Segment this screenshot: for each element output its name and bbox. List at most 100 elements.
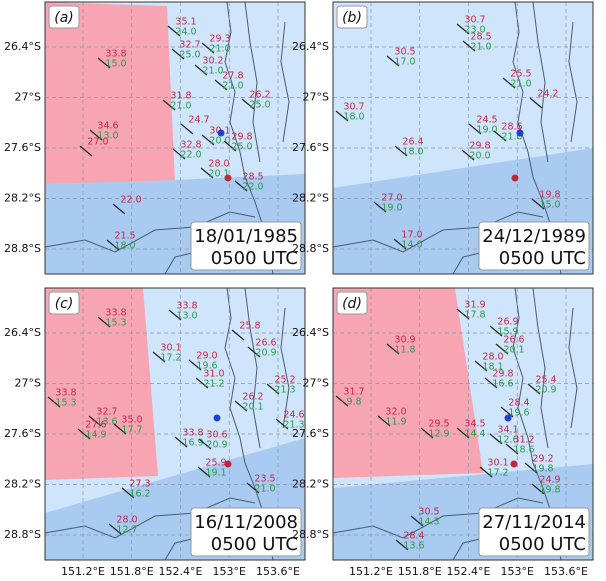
temperature: 26.6: [503, 335, 524, 346]
panel-label: (b): [342, 10, 362, 26]
station-dot: [224, 460, 232, 468]
temperature: 24.7: [188, 115, 209, 126]
temperature: 27.0: [381, 193, 402, 204]
station-dot: [516, 129, 524, 137]
time: 0500 UTC: [499, 534, 586, 555]
temperature: 29.8: [469, 141, 490, 152]
wind-barb: [200, 167, 214, 179]
dewpoint: 15.0: [539, 200, 560, 211]
temperature: 34.5: [464, 419, 485, 430]
wind-barb: [112, 203, 126, 215]
x-tick-label: 152.4°E: [447, 565, 491, 577]
temperature: 33.8: [55, 388, 76, 399]
temperature: 30.2: [202, 56, 223, 67]
dewpoint: 21.0: [222, 81, 243, 92]
dewpoint: 21.2: [203, 379, 224, 390]
y-tick-label: 27.6°S: [4, 141, 41, 154]
x-tick-label: 153°E: [213, 565, 246, 577]
temperature: 31.0: [203, 369, 224, 380]
wind-barb: [479, 466, 493, 478]
wind-barb: [201, 134, 215, 146]
y-tick-label: 26.4°S: [292, 326, 329, 339]
temperature: 27.0: [87, 137, 108, 148]
wind-barb: [335, 395, 349, 407]
panel: 33.813.033.815.3 25.826.620.930.117.2 29.0…: [4, 287, 306, 578]
dewpoint: 18.0: [114, 241, 135, 252]
date-box: [478, 221, 590, 271]
temperature: 28.4: [403, 531, 424, 542]
frame: [332, 287, 594, 561]
coastline: [44, 1, 290, 275]
x-tick-label: 152.4°E: [159, 565, 203, 577]
wind-barb: [529, 97, 543, 109]
wind-barb: [194, 64, 208, 76]
y-tick-label: 28.8°S: [4, 242, 41, 255]
dewpoint: 14.4: [464, 429, 485, 440]
dewpoint: 19.0: [476, 125, 497, 136]
dewpoint: 13.6: [403, 541, 424, 552]
date: 16/11/2008: [194, 512, 298, 533]
wind-barb: [456, 308, 470, 320]
wind-barb: [234, 400, 248, 412]
y-tick-label: 28.2°S: [4, 478, 41, 491]
dewpoint: 11.9: [385, 417, 406, 428]
temperature: 23.5: [254, 474, 275, 485]
temperature: 32.8: [180, 140, 201, 151]
wind-barb: [172, 148, 186, 160]
dewpoint: 21.0: [501, 132, 522, 143]
panel-label: (d): [342, 296, 362, 312]
wind-barb: [201, 42, 215, 54]
panel: 31.917.8 30.911.8 26.915.926.620.128.018.1…: [292, 287, 594, 578]
x-tick-label: 153°E: [501, 565, 534, 577]
temperature: 28.0: [208, 159, 229, 170]
y-tick-label: 28.8°S: [292, 528, 329, 541]
dewpoint: 20.9: [255, 348, 276, 359]
temperature: 32.0: [385, 407, 406, 418]
dewpoint: 20.0: [209, 136, 230, 147]
x-tick-label: 151.8°E: [110, 565, 154, 577]
hot-region: [45, 288, 158, 480]
temperature: 29.5: [428, 419, 449, 430]
hot-region: [333, 288, 483, 478]
temperature: 35.1: [175, 17, 196, 28]
dewpoint: 17.8: [464, 310, 485, 321]
temperature: 25.5: [510, 69, 531, 80]
coastline: [332, 287, 578, 561]
x-tick-label: 151.2°E: [349, 565, 393, 577]
dewpoint: 17.7: [121, 425, 142, 436]
date-box: [478, 507, 590, 557]
wind-barb: [335, 110, 349, 122]
date-box: [190, 507, 302, 557]
dewpoint: 17.0: [394, 57, 415, 68]
dewpoint: 20.9: [206, 440, 227, 451]
temperature: 25.4: [535, 375, 556, 386]
panel: 30.723.028.521.030.517.025.521.030.718.0…: [292, 1, 594, 275]
wind-barb: [489, 433, 503, 445]
temperature: 24.5: [476, 115, 497, 126]
wind-barb: [505, 443, 519, 455]
station-dot: [213, 414, 221, 422]
dewpoint: 15.0: [105, 59, 126, 70]
temperature: 25.2: [274, 375, 295, 386]
wind-barb: [531, 198, 545, 210]
temperature: 26.2: [249, 90, 270, 101]
dewpoint: 12.9: [428, 429, 449, 440]
hot-region: [45, 2, 175, 184]
y-tick-label: 27°S: [303, 91, 329, 104]
x-tick-label: 151.2°E: [61, 565, 105, 577]
temperature: 30.1: [487, 458, 508, 469]
dewpoint: 16.2: [129, 489, 150, 500]
wind-barb: [47, 396, 61, 408]
wind-barb: [394, 145, 408, 157]
label-box: [336, 5, 368, 29]
wind-barb: [88, 415, 102, 427]
dewpoint: 17.2: [160, 353, 181, 364]
temperature: 17.0: [401, 230, 422, 241]
dewpoint: 20.1: [503, 345, 524, 356]
x-tick-label: 153.6°E: [256, 565, 300, 577]
dewpoint: 21.0: [170, 101, 191, 112]
y-tick-label: 26.4°S: [4, 326, 41, 339]
wind-barb: [462, 40, 476, 52]
dewpoint: 25.0: [249, 100, 270, 111]
